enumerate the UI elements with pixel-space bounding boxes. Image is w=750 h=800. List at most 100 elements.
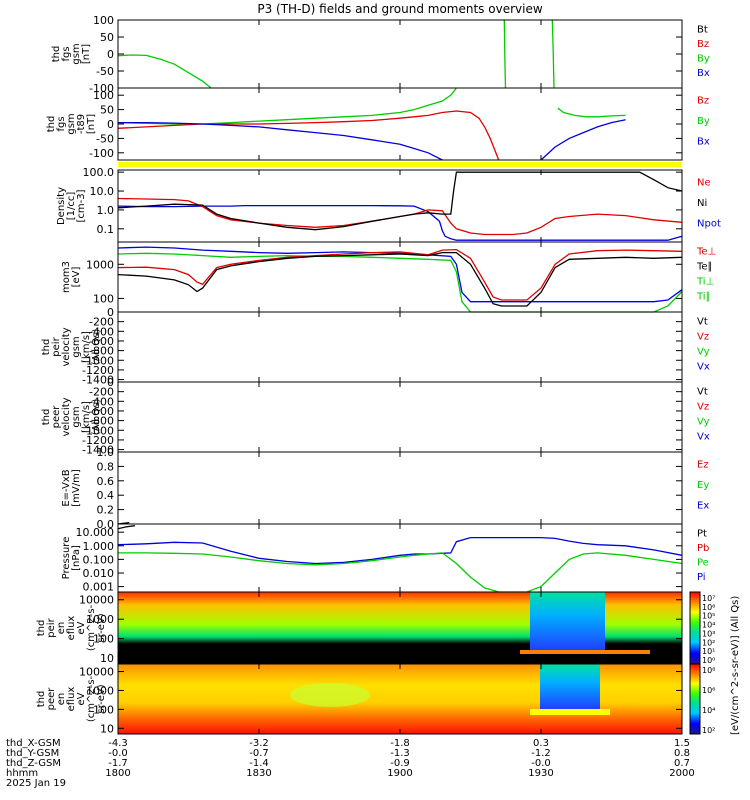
ephem-value: 1830 — [246, 768, 271, 779]
y-tick-label: -100 — [89, 82, 114, 95]
ephem-value: 1800 — [105, 768, 130, 779]
y-tick-label: 50 — [100, 31, 114, 44]
y-axis-label: (All Qs) — [91, 329, 102, 366]
legend-entry: Ne — [697, 177, 711, 188]
ephem-value: -3.2 — [249, 738, 269, 749]
legend-entry: By — [697, 53, 710, 64]
panel-frame — [117, 381, 683, 453]
y-tick-label: -800 — [89, 345, 114, 358]
series-line-fgs_ref-4 — [540, 119, 626, 161]
legend-entry: Vy — [697, 347, 710, 358]
y-axis-label: thd — [46, 116, 57, 133]
y-tick-label: 0 — [107, 306, 114, 319]
legend-entry: Npot — [697, 219, 721, 230]
y-tick-label: 100 — [93, 633, 114, 646]
y-axis-label: en — [56, 622, 67, 635]
y-axis-label: thd — [51, 46, 62, 63]
panel-peer_spec: 10000 1000 100 10 thd peer en eflux eV (cm^2-s-sr… — [36, 663, 715, 735]
y-axis-label: thd — [36, 691, 47, 708]
colorbar-tick-label: 10³ — [702, 629, 715, 638]
series-line-fgs-0 — [117, 54, 212, 89]
series-line-pressure-2 — [118, 552, 683, 593]
y-tick-label: 0.1 — [97, 223, 115, 236]
peir-cavity — [530, 592, 605, 650]
y-axis-label: [eV] — [71, 267, 82, 288]
y-axis-label: [km/s] — [81, 401, 92, 433]
colorbar-tick-label: 10⁶ — [702, 686, 715, 695]
series-line-fgs_ref-0 — [117, 87, 457, 125]
y-axis-label: [nT] — [86, 114, 97, 134]
x-axis: thd_X-GSM -4.3 -3.2 -1.8 0.3 1.5 thd_Y-GSM -0.0… — [6, 738, 695, 789]
y-tick-label: -200 — [89, 386, 114, 399]
y-axis-label: E=-VxB — [61, 469, 72, 506]
series-line-density-1 — [117, 197, 683, 236]
y-tick-label: -200 — [89, 316, 114, 329]
legend-entry: Ti⊥ — [696, 277, 714, 288]
colorbar-tick-label: 10⁴ — [702, 706, 715, 715]
panel-density: 100.0 10.0 1.0 0.1 Density [1/cc] [cm-3] Ne Ni Np… — [56, 166, 721, 243]
y-tick-label: -1000 — [82, 424, 114, 437]
y-axis-label: gsm — [71, 43, 82, 64]
y-tick-label: 100.0 — [83, 166, 115, 179]
y-axis-label: Density — [56, 187, 67, 225]
y-tick-label: 0.0 — [97, 518, 115, 531]
legend-entry: Vt — [697, 387, 708, 398]
colorbar-tick-label: 10¹ — [702, 647, 715, 656]
y-axis-label: thd — [36, 620, 47, 637]
y-tick-label: -1200 — [82, 364, 114, 377]
y-axis-label: gsm — [71, 336, 82, 357]
y-axis-label: fgs — [56, 116, 67, 131]
y-tick-label: 10.000 — [76, 526, 115, 539]
legend-entry: Vx — [697, 432, 710, 443]
decorations — [118, 162, 682, 167]
ephem-value: 0.3 — [533, 738, 549, 749]
y-tick-label: -50 — [96, 65, 114, 78]
y-tick-label: 1000 — [86, 258, 114, 271]
legend-entry: Bz — [697, 95, 709, 106]
y-tick-label: 1000 — [86, 684, 114, 697]
series-line-fgs_ref-3 — [118, 121, 443, 161]
legend-entry: Te⊥ — [696, 247, 716, 258]
legend-entry: Vz — [697, 402, 709, 413]
ephem-value: -0.0 — [531, 758, 551, 769]
colorbar-tick-label: 10⁷ — [702, 594, 715, 603]
y-tick-label: 10000 — [79, 666, 114, 679]
panel-efield: 1.00.8 0.60.4 0.20.0 E=-VxB [mV/m] Ez Ey Ex — [61, 446, 709, 531]
y-axis-label: eV — [76, 692, 87, 705]
peir-cavity-floor — [520, 650, 650, 654]
y-tick-label: 100 — [93, 89, 114, 102]
series-line-temperature-3 — [117, 251, 683, 307]
panel-fgs: 100 50 0 -50 -100 thd fgs gsm [nT] Bt Bz By Bx — [51, 14, 710, 95]
legend-entry: Pi — [697, 572, 706, 583]
ephem-value: -1.8 — [390, 738, 410, 749]
y-axis-label: gsm — [66, 113, 77, 134]
legend-entry: Bx — [697, 137, 710, 148]
ephem-value: 1.5 — [674, 738, 690, 749]
y-axis-label: (cm^2-s- — [86, 604, 97, 651]
legend-entry: Pb — [697, 543, 709, 554]
peer-cavity — [540, 664, 600, 709]
ephem-value: -0.9 — [390, 758, 410, 769]
colorbar-tick-label: 10⁵ — [702, 612, 715, 621]
panel-temperature: 1000 100 mom3 [eV] Te⊥ Te∥ Ti⊥ Ti∥ — [61, 241, 716, 313]
y-axis-label: [km/s] — [81, 331, 92, 363]
y-tick-label: 10 — [100, 652, 114, 665]
y-axis-label: thd — [41, 409, 52, 426]
y-tick-label: -600 — [89, 405, 114, 418]
y-axis-label: peer — [51, 405, 62, 429]
chart-title: P3 (TH-D) fields and ground moments over… — [257, 2, 542, 16]
y-tick-label: 0.4 — [97, 489, 115, 502]
y-axis-label: eV — [76, 621, 87, 634]
ephem-value: 0.7 — [674, 758, 690, 769]
y-tick-label: 0.001 — [83, 581, 115, 594]
panel-frame — [117, 523, 683, 593]
y-axis-label: peer — [46, 687, 57, 711]
series-line-temperature-2 — [117, 248, 683, 301]
y-axis-label: gsm — [71, 406, 82, 427]
y-tick-label: -100 — [89, 147, 114, 160]
